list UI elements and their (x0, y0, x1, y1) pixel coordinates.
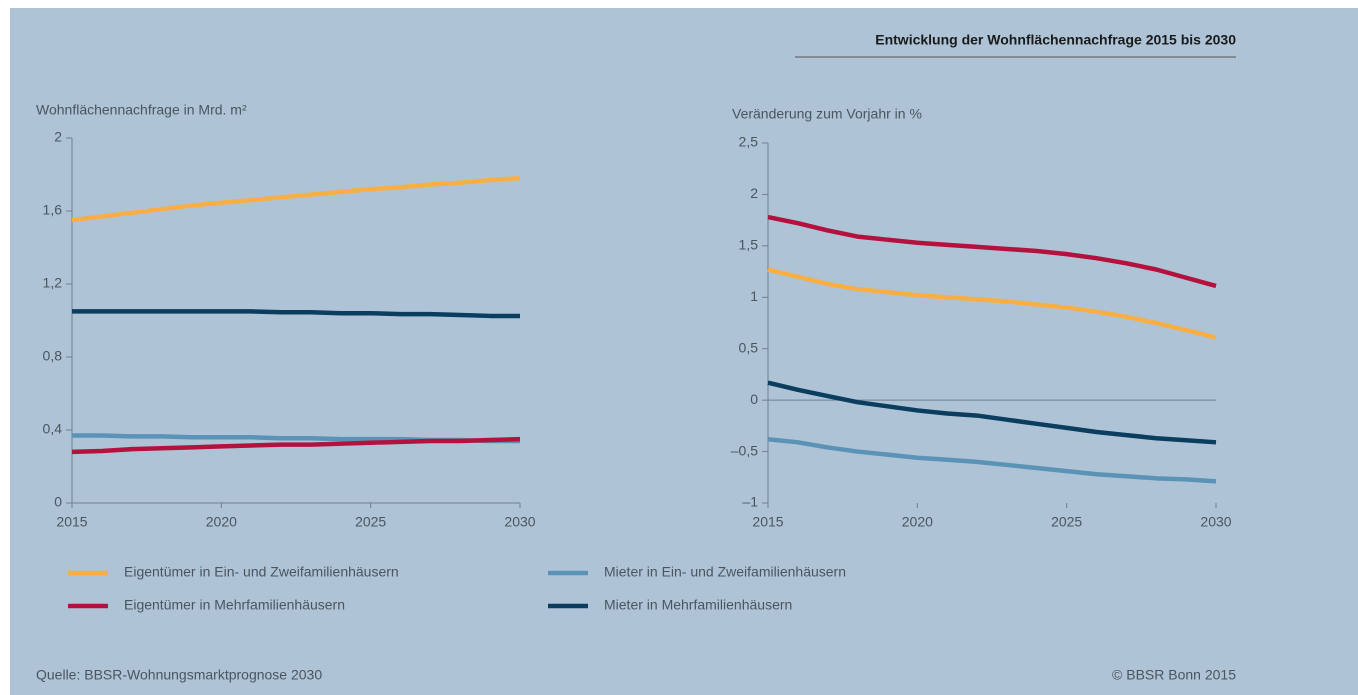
x-tick-label: 2030 (1200, 514, 1231, 530)
y-tick-label: –1 (742, 494, 758, 510)
series-line (767, 436, 1217, 484)
x-tick-label: 2030 (504, 514, 535, 530)
y-tick-label: 0,8 (43, 348, 63, 364)
x-tick-label: 2020 (902, 514, 933, 530)
y-tick-label: 1,5 (739, 237, 759, 253)
y-tick-label: 2 (750, 185, 758, 201)
series-line (71, 175, 521, 223)
legend-label: Mieter in Ein- und Zweifamilienhäusern (604, 564, 846, 580)
x-tick-label: 2025 (355, 514, 386, 530)
y-tick-label: 2,5 (739, 134, 759, 150)
x-tick-label: 2020 (206, 514, 237, 530)
series-line (767, 380, 1217, 445)
y-tick-label: 0 (750, 391, 758, 407)
series-line (767, 267, 1217, 340)
source: Quelle: BBSR-Wohnungsmarktprognose 2030 (36, 667, 322, 683)
y-tick-label: 2 (54, 129, 62, 145)
y-tick-label: 1,6 (43, 202, 63, 218)
y-tick-label: 0 (54, 494, 62, 510)
chart-title: Entwicklung der Wohnflächennachfrage 201… (875, 32, 1236, 48)
y-tick-label: 1 (750, 288, 758, 304)
x-tick-label: 2015 (752, 514, 783, 530)
y-tick-label: –0,5 (731, 442, 758, 458)
y-axis-label: Wohnflächennachfrage in Mrd. m² (36, 102, 247, 118)
y-tick-label: 1,2 (43, 275, 63, 291)
x-tick-label: 2015 (56, 514, 87, 530)
series-line (71, 436, 521, 455)
y-axis-label: Veränderung zum Vorjahr in % (732, 106, 922, 122)
legend-label: Eigentümer in Ein- und Zweifamilienhäuse… (124, 564, 399, 580)
y-tick-label: 0,4 (43, 421, 63, 437)
series-line (767, 214, 1217, 289)
legend-label: Eigentümer in Mehrfamilienhäusern (124, 597, 345, 613)
background (10, 8, 1358, 695)
series-line (72, 309, 520, 319)
legend-label: Mieter in Mehrfamilienhäusern (604, 597, 792, 613)
y-tick-label: 0,5 (739, 339, 759, 355)
x-tick-label: 2025 (1051, 514, 1082, 530)
copyright: © BBSR Bonn 2015 (1112, 667, 1236, 683)
